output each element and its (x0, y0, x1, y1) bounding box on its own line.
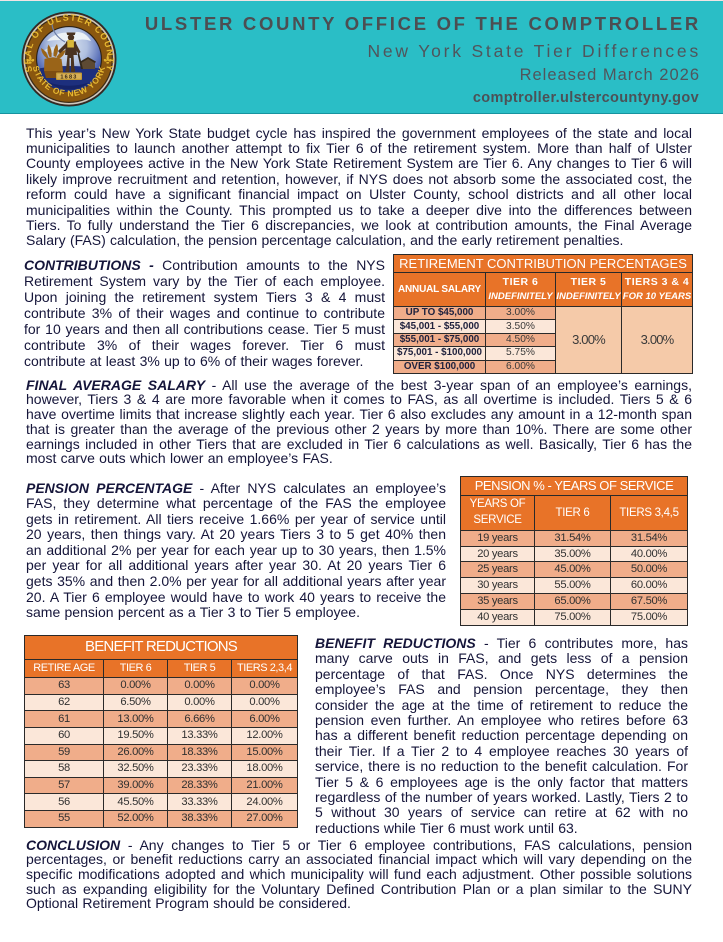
svg-text:1683: 1683 (60, 74, 77, 80)
